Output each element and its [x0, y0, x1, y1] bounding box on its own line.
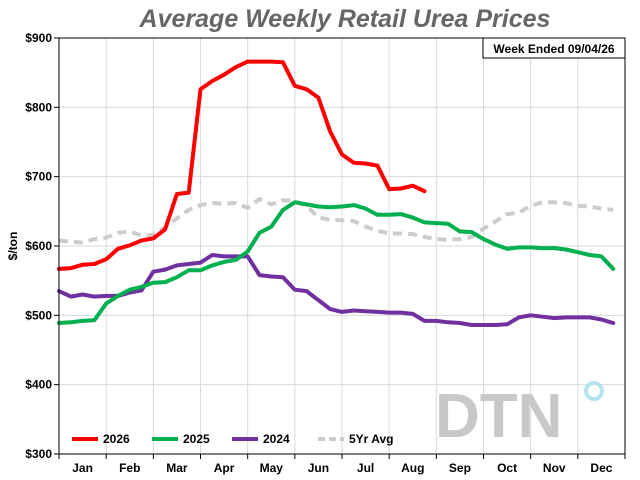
- y-tick-label: $800: [25, 100, 52, 114]
- legend-label: 5Yr Avg: [349, 432, 393, 446]
- watermark-dot-icon: [584, 381, 604, 401]
- series-line-5yr-avg: [58, 196, 614, 245]
- x-tick-label: Apr: [214, 461, 235, 475]
- annotation-text: Week Ended 09/04/26: [493, 42, 615, 56]
- y-tick-label: $400: [25, 378, 52, 392]
- y-tick-label: $300: [25, 447, 52, 461]
- x-tick-label: Mar: [166, 461, 188, 475]
- legend-label: 2024: [263, 432, 290, 446]
- x-tick-label: Feb: [119, 461, 140, 475]
- series-line-2026: [57, 59, 427, 271]
- y-tick-label: $900: [25, 31, 52, 45]
- legend-label: 2026: [103, 432, 130, 446]
- x-tick-label: Dec: [590, 461, 612, 475]
- x-tick-label: Sep: [449, 461, 471, 475]
- legend: 2026 2025 2024 5Yr Avg: [72, 432, 393, 446]
- x-tick-label: Oct: [497, 461, 517, 475]
- watermark-text: DTN: [435, 382, 562, 451]
- dtn-watermark: DTN: [435, 381, 604, 451]
- x-tick-label: May: [260, 461, 284, 475]
- series-line-2025: [57, 200, 616, 325]
- y-axis-ticks: $300 $400 $500 $600 $700 $800 $900: [25, 31, 59, 461]
- y-axis-label: $/ton: [6, 232, 20, 261]
- x-tick-label: Nov: [543, 461, 566, 475]
- series-line-2024: [57, 253, 616, 327]
- x-tick-label: Aug: [401, 461, 424, 475]
- grid: [59, 38, 625, 454]
- series-layer: [57, 59, 616, 327]
- chart-title: Average Weekly Retail Urea Prices: [139, 5, 551, 33]
- x-tick-label: Jun: [308, 461, 329, 475]
- y-tick-label: $600: [25, 239, 52, 253]
- y-tick-label: $700: [25, 170, 52, 184]
- week-annotation: Week Ended 09/04/26: [482, 37, 626, 59]
- x-tick-label: Jan: [72, 461, 93, 475]
- annotation-box: [482, 37, 626, 59]
- x-tick-label: Jul: [357, 461, 374, 475]
- y-tick-label: $500: [25, 308, 52, 322]
- x-axis-ticks: Jan Feb Mar Apr May Jun Jul Aug Sep Oct Nov Dec: [58, 454, 626, 475]
- legend-label: 2025: [183, 432, 210, 446]
